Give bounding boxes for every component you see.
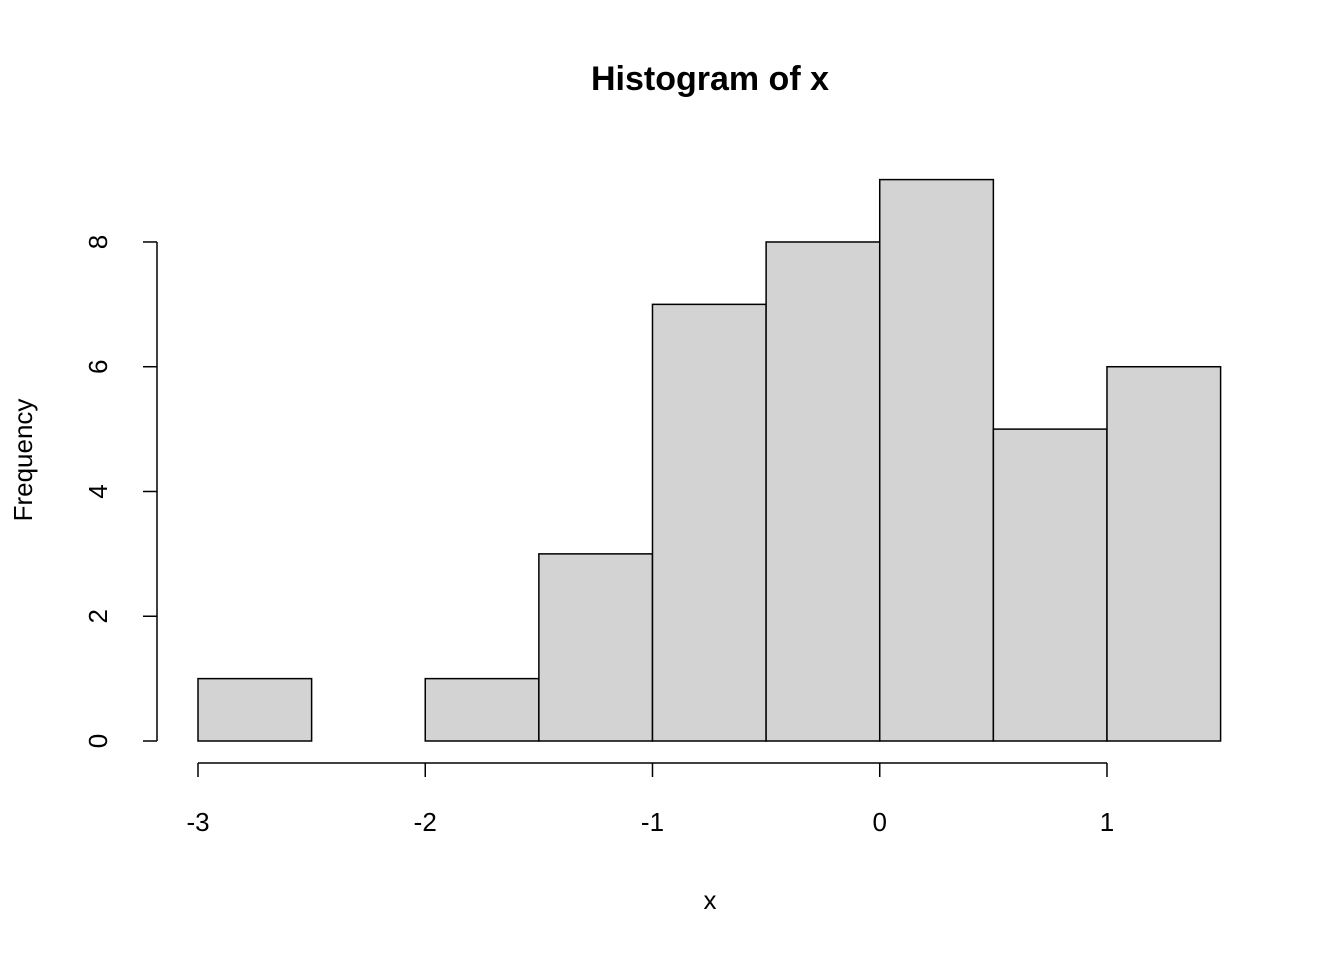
bar [1106,365,1222,742]
x-tick-label: -1 [641,807,664,837]
y-tick-label: 2 [83,609,113,623]
x-tick-label: 1 [1100,807,1114,837]
y-axis-label: Frequency [8,399,38,522]
bar [651,303,767,742]
x-axis-label: x [704,885,717,915]
x-tick-label: -2 [414,807,437,837]
x-tick-label: 0 [872,807,886,837]
y-tick-label: 8 [83,235,113,249]
bar [765,241,881,742]
x-tick-label: -3 [186,807,209,837]
y-tick-label: 4 [83,484,113,498]
bar [538,553,654,742]
bar [424,677,540,742]
y-tick-label: 0 [83,734,113,748]
bar [992,428,1108,742]
y-tick-label: 6 [83,359,113,373]
chart-title: Histogram of x [591,60,829,98]
bar [197,677,313,742]
bar [878,178,995,742]
